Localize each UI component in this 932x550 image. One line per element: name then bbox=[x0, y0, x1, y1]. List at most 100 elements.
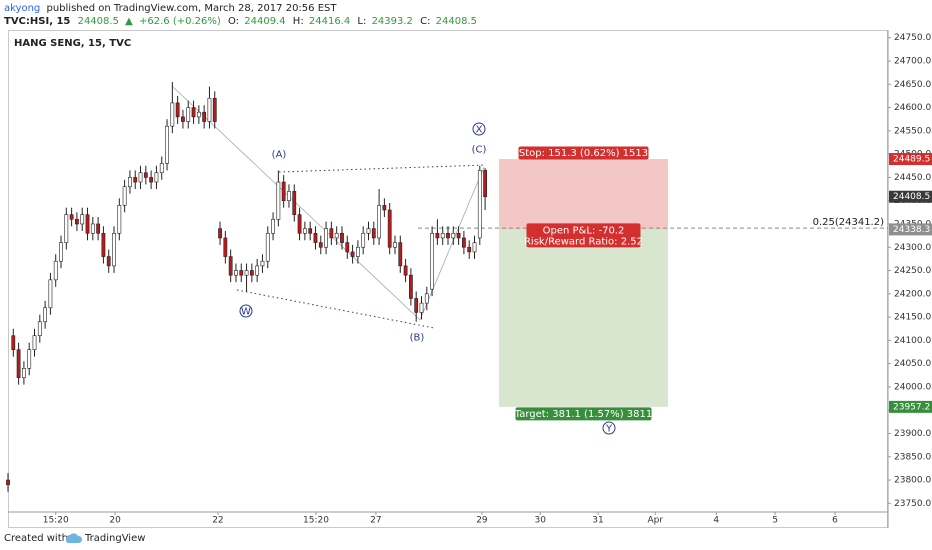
ohlc-value: 24416.4 bbox=[309, 16, 350, 27]
x-tick-label: 29 bbox=[476, 516, 488, 526]
y-tick-label: 24100.0 bbox=[894, 336, 931, 346]
x-tick-label: 20 bbox=[109, 516, 121, 526]
candle-body bbox=[255, 265, 260, 276]
wave-label: (B) bbox=[410, 333, 425, 344]
candle-body bbox=[228, 256, 233, 276]
candle-body bbox=[313, 232, 318, 243]
y-tick-label: 23850.0 bbox=[894, 452, 931, 462]
x-tick-label: 31 bbox=[592, 516, 603, 526]
y-tick-label: 24000.0 bbox=[894, 382, 931, 392]
symbol: TVC:HSI, 15 bbox=[4, 16, 70, 27]
candle-body bbox=[212, 97, 217, 122]
y-tick-label: 24600.0 bbox=[894, 103, 931, 113]
candle-body bbox=[186, 107, 191, 122]
candle-body bbox=[196, 111, 201, 118]
candle-body bbox=[403, 265, 408, 276]
candle-body bbox=[477, 170, 482, 239]
candle-body bbox=[308, 228, 313, 234]
x-tick-label: Apr bbox=[647, 516, 663, 526]
footer-created: Created with bbox=[4, 533, 68, 544]
chart-title: HANG SENG, 15, TVC bbox=[14, 38, 131, 49]
candle-body bbox=[101, 232, 106, 257]
price-tag-label: 24408.5 bbox=[893, 192, 930, 202]
x-tick-label: 15:20 bbox=[303, 516, 329, 526]
candle-body bbox=[287, 191, 291, 201]
ohlc-value: 24408.5 bbox=[436, 16, 477, 27]
price-tag-label: 23957.2 bbox=[893, 402, 930, 412]
y-tick-label: 24450.0 bbox=[894, 173, 931, 183]
dotted-trendline bbox=[236, 289, 435, 329]
candle-body bbox=[292, 191, 297, 215]
wave-label: X bbox=[476, 125, 483, 136]
candle-body bbox=[133, 177, 138, 183]
candle-body bbox=[271, 219, 275, 234]
ohlc-label: H: bbox=[293, 16, 304, 27]
candle-body bbox=[239, 270, 244, 276]
footer-brand[interactable]: TradingView bbox=[84, 533, 145, 544]
candle-body bbox=[446, 232, 450, 239]
candle-body bbox=[207, 97, 212, 122]
x-tick-label: 15:20 bbox=[43, 516, 69, 526]
candle-body bbox=[59, 242, 63, 262]
candle-body bbox=[361, 232, 366, 248]
y-tick-label: 24700.0 bbox=[894, 57, 931, 67]
candle-body bbox=[382, 205, 387, 211]
candle-body bbox=[85, 214, 90, 234]
candle-body bbox=[37, 321, 42, 337]
candle-body bbox=[75, 219, 79, 225]
candle-body bbox=[456, 232, 461, 239]
published-note: published on TradingView.com, March 28, … bbox=[46, 3, 337, 14]
pnl-box bbox=[526, 223, 641, 248]
candle-body bbox=[27, 349, 32, 369]
target-box bbox=[515, 407, 652, 421]
candle-body bbox=[398, 242, 403, 267]
candle-body bbox=[53, 260, 58, 281]
header-line: akyong published on TradingView.com, Mar… bbox=[4, 3, 337, 14]
candle-body bbox=[451, 232, 456, 239]
candle-body bbox=[393, 242, 397, 248]
wave-label: Y bbox=[605, 424, 613, 435]
candle-body bbox=[334, 232, 339, 239]
candle-body bbox=[43, 307, 47, 323]
y-tick-label: 24550.0 bbox=[894, 126, 931, 136]
candle-body bbox=[318, 242, 323, 248]
candle-body bbox=[69, 214, 74, 220]
candle-body bbox=[223, 237, 228, 257]
price-tag-label: 24489.5 bbox=[893, 155, 930, 165]
candle-body bbox=[128, 177, 132, 188]
candle-body bbox=[424, 293, 429, 304]
candle-body bbox=[281, 181, 286, 201]
candle-body bbox=[387, 209, 392, 248]
ohlc-label: O: bbox=[228, 16, 239, 27]
price-tag bbox=[889, 190, 932, 203]
candle-body bbox=[276, 181, 281, 220]
candle-body bbox=[260, 260, 265, 267]
overlay: 24750.024700.024650.024600.024550.024500… bbox=[43, 33, 932, 526]
candle-body bbox=[297, 214, 302, 234]
candle-body bbox=[345, 242, 350, 253]
stop-zone bbox=[499, 159, 668, 230]
dotted-trendline bbox=[278, 164, 487, 173]
wave-circle bbox=[602, 421, 616, 435]
candle-body bbox=[234, 270, 238, 276]
candle-body bbox=[112, 232, 116, 267]
price-tag-label: 24338.3 bbox=[893, 225, 930, 235]
ohlc-label: C: bbox=[420, 16, 430, 27]
candle-body bbox=[409, 274, 413, 299]
y-tick-label: 23800.0 bbox=[894, 476, 931, 486]
ohlc-label: L: bbox=[357, 16, 366, 27]
wave-label: (A) bbox=[272, 150, 287, 161]
author[interactable]: akyong bbox=[4, 3, 40, 14]
candle-body bbox=[472, 242, 477, 253]
candle-body bbox=[467, 246, 472, 253]
candle-body bbox=[170, 102, 175, 127]
candle-body bbox=[149, 177, 154, 183]
change: +62.6 (+0.26%) bbox=[139, 16, 221, 27]
up-arrow: ▲ bbox=[125, 16, 133, 27]
y-tick-label: 24750.0 bbox=[894, 33, 931, 43]
candle-body bbox=[159, 163, 164, 174]
price-tag bbox=[889, 400, 932, 413]
x-tick-label: 4 bbox=[713, 516, 719, 526]
rr-label: Risk/Reward Ratio: 2.52 bbox=[524, 236, 643, 247]
